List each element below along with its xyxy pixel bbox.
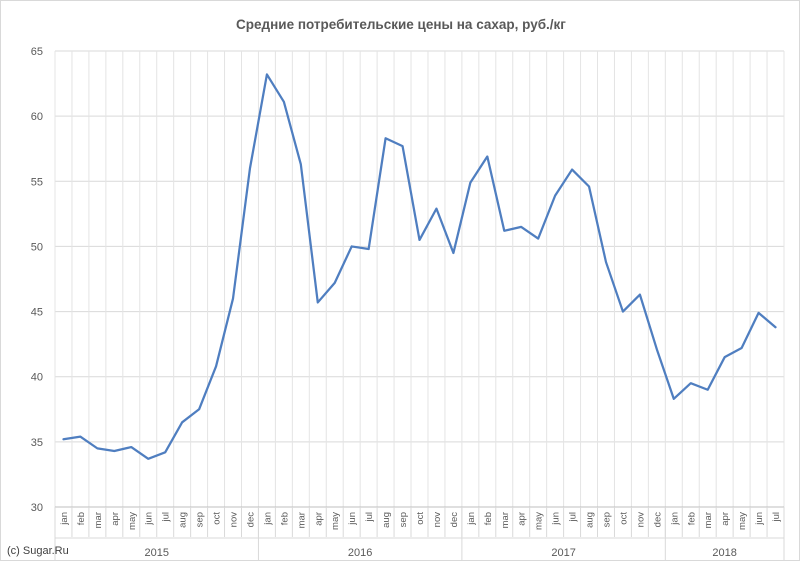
year-label: 2016 <box>348 547 372 559</box>
chart-title: Средние потребительские цены на сахар, р… <box>236 17 566 32</box>
x-tick-label: may <box>127 512 138 530</box>
x-tick-label: jul <box>161 512 172 523</box>
x-tick-label: mar <box>296 512 307 528</box>
y-tick-label: 60 <box>31 111 43 123</box>
x-tick-label: oct <box>212 512 223 525</box>
x-tick-label: may <box>737 512 748 530</box>
x-tick-label: dec <box>449 512 460 528</box>
x-tick-label: dec <box>652 512 663 528</box>
y-tick-label: 55 <box>31 176 43 188</box>
x-tick-label: apr <box>110 512 121 526</box>
x-tick-label: jun <box>551 512 562 526</box>
x-axis-year-labels: 2015 2016 2017 2018 <box>144 547 736 559</box>
x-tick-label: jun <box>144 512 155 526</box>
x-tick-label: dec <box>245 512 256 528</box>
x-tick-label: may <box>330 512 341 530</box>
x-tick-label: feb <box>279 512 290 525</box>
x-tick-label: oct <box>618 512 629 525</box>
x-tick-label: aug <box>585 512 596 528</box>
x-tick-label: apr <box>517 512 528 526</box>
x-tick-label: jan <box>59 512 70 526</box>
axes <box>54 506 785 561</box>
x-tick-label: mar <box>500 512 511 528</box>
x-tick-label: aug <box>381 512 392 528</box>
x-tick-label: sep <box>398 512 409 527</box>
x-tick-label: nov <box>635 512 646 528</box>
credit-text: (c) Sugar.Ru <box>7 545 69 557</box>
x-tick-label: jan <box>466 512 477 526</box>
x-tick-label: jul <box>568 512 579 523</box>
x-tick-label: oct <box>415 512 426 525</box>
year-label: 2015 <box>144 547 168 559</box>
x-tick-label: jun <box>347 512 358 526</box>
x-tick-label: mar <box>93 512 104 528</box>
x-tick-label: jan <box>262 512 273 526</box>
x-tick-label: feb <box>483 512 494 525</box>
x-tick-label: sep <box>601 512 612 527</box>
grid-lines <box>54 50 785 508</box>
y-tick-label: 50 <box>31 241 43 253</box>
series-price <box>62 73 777 460</box>
x-tick-label: feb <box>686 512 697 525</box>
year-label: 2017 <box>551 547 575 559</box>
x-tick-label: jan <box>669 512 680 526</box>
x-tick-label: may <box>534 512 545 530</box>
y-tick-label: 45 <box>31 307 43 319</box>
x-tick-label: feb <box>76 512 87 525</box>
x-tick-label: nov <box>432 512 443 528</box>
year-label: 2018 <box>712 547 736 559</box>
x-tick-label: jul <box>771 512 782 523</box>
y-tick-label: 65 <box>31 46 43 58</box>
x-tick-label: apr <box>720 512 731 526</box>
x-tick-label: jun <box>754 512 765 526</box>
y-tick-label: 30 <box>31 502 43 514</box>
x-tick-label: aug <box>178 512 189 528</box>
y-axis-ticks: 30 35 40 45 50 55 60 65 <box>31 46 43 514</box>
x-tick-label: nov <box>229 512 240 528</box>
x-axis-month-labels: jan feb mar apr may jun jul aug sep oct nov dec jan f… <box>59 512 782 530</box>
x-tick-label: jul <box>364 512 375 523</box>
x-tick-label: apr <box>313 512 324 526</box>
y-tick-label: 35 <box>31 437 43 449</box>
x-tick-label: mar <box>703 512 714 528</box>
x-tick-label: sep <box>195 512 206 527</box>
series-line <box>62 73 777 460</box>
y-tick-label: 40 <box>31 372 43 384</box>
